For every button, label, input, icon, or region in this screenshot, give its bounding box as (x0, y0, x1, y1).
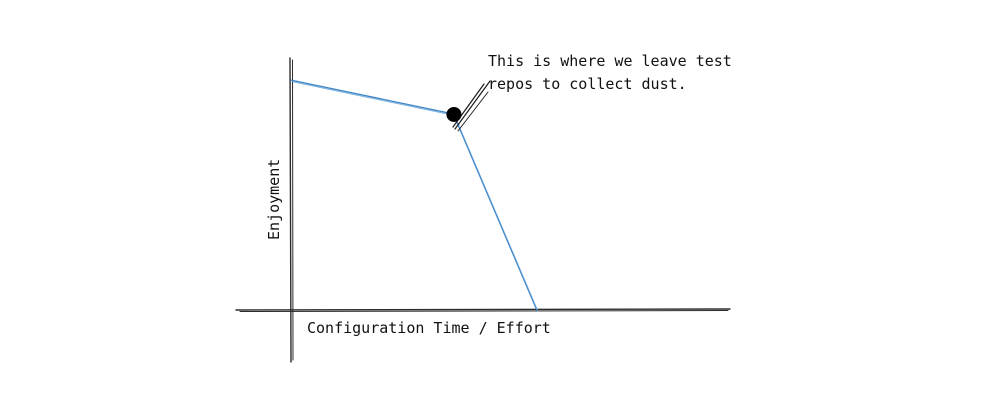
marker-dot (446, 106, 462, 122)
x-axis (235, 308, 731, 312)
series-line (290, 79, 538, 311)
annotation-line-1: This is where we leave test (488, 52, 732, 70)
y-axis (289, 57, 294, 363)
annotation-line-2: repos to collect dust. (488, 75, 687, 93)
series-line-sketch-stroke (292, 81, 539, 312)
x-axis-label: Configuration Time / Effort (307, 319, 551, 337)
series-line-group (290, 79, 539, 312)
y-axis-label: Enjoyment (265, 159, 283, 240)
annotation-pointer (452, 80, 491, 132)
